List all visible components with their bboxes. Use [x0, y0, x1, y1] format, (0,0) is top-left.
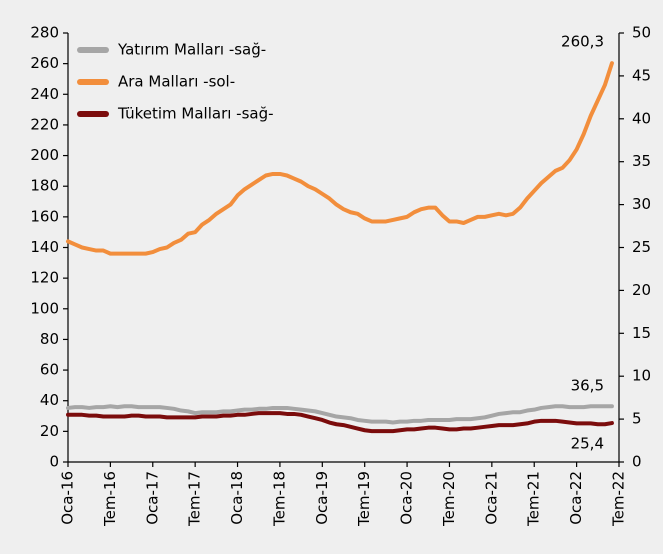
y2-tick-label: 35 — [632, 152, 651, 170]
x-tick-label: Tem-16 — [101, 471, 119, 527]
y-tick-label: 280 — [30, 24, 59, 42]
x-tick-label: Tem-18 — [270, 471, 288, 527]
x-tick-label: Oca-18 — [228, 471, 246, 525]
y2-tick-label: 15 — [632, 324, 651, 342]
y-tick-label: 260 — [30, 54, 59, 72]
y-tick-label: 200 — [30, 146, 59, 164]
y2-tick-label: 30 — [632, 195, 651, 213]
x-tick-label: Oca-16 — [59, 471, 77, 525]
y2-tick-label: 45 — [632, 66, 651, 84]
y-tick-label: 220 — [30, 115, 59, 133]
y-tick-label: 240 — [30, 85, 59, 103]
y-tick-label: 0 — [49, 453, 59, 471]
legend-label: Ara Malları -sol- — [118, 73, 235, 91]
x-tick-label: Tem-21 — [525, 471, 543, 527]
legend-label: Yatırım Malları -sağ- — [117, 41, 266, 59]
x-tick-label: Tem-22 — [610, 471, 628, 527]
x-tick-label: Oca-21 — [482, 471, 500, 525]
y2-tick-label: 20 — [632, 281, 651, 299]
y-tick-label: 100 — [30, 299, 59, 317]
x-tick-label: Tem-19 — [355, 471, 373, 527]
y-tick-label: 40 — [40, 391, 59, 409]
series-line — [66, 404, 614, 425]
series-line — [66, 61, 614, 256]
y-tick-label: 60 — [40, 361, 59, 379]
x-tick-label: Oca-17 — [143, 471, 161, 525]
annotation: 36,5 — [571, 377, 604, 395]
x-tick-label: Oca-22 — [567, 471, 585, 525]
series-line — [66, 411, 614, 434]
y2-tick-label: 50 — [632, 24, 651, 42]
annotation: 25,4 — [571, 435, 604, 453]
y2-tick-label: 25 — [632, 238, 651, 256]
y2-tick-label: 40 — [632, 109, 651, 127]
y2-tick-label: 10 — [632, 367, 651, 385]
y2-tick-label: 0 — [632, 453, 642, 471]
y2-tick-label: 5 — [632, 410, 642, 428]
y-tick-label: 160 — [30, 207, 59, 225]
y-tick-label: 180 — [30, 177, 59, 195]
legend-label: Tüketim Malları -sağ- — [117, 105, 274, 123]
x-tick-label: Oca-19 — [313, 471, 331, 525]
x-tick-label: Oca-20 — [398, 471, 416, 525]
y-tick-label: 140 — [30, 238, 59, 256]
y-tick-label: 80 — [40, 330, 59, 348]
annotation: 260,3 — [561, 33, 604, 51]
y-tick-label: 120 — [30, 269, 59, 287]
x-tick-label: Tem-17 — [186, 471, 204, 527]
y-tick-label: 20 — [40, 422, 59, 440]
x-tick-label: Tem-20 — [440, 471, 458, 527]
